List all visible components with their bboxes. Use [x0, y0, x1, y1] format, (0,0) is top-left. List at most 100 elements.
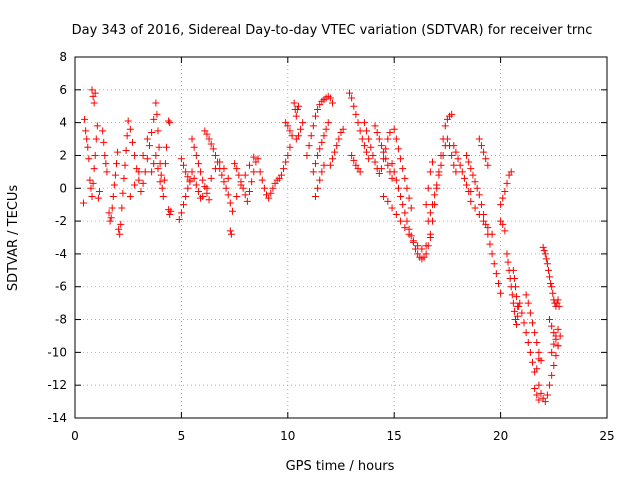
data-point — [540, 247, 548, 255]
data-point — [139, 179, 147, 187]
data-point — [397, 217, 405, 225]
data-point — [197, 168, 205, 176]
data-point — [547, 279, 555, 287]
data-point — [405, 230, 413, 238]
data-point — [245, 188, 253, 196]
data-point — [554, 296, 562, 304]
data-point — [490, 260, 498, 268]
data-point — [216, 158, 224, 166]
data-point — [91, 89, 99, 97]
data-point — [475, 135, 483, 143]
data-point — [531, 384, 539, 392]
data-point — [363, 148, 371, 156]
data-point — [220, 178, 228, 186]
data-point — [226, 227, 234, 235]
data-point — [422, 250, 430, 258]
data-point — [89, 179, 97, 187]
data-point — [477, 142, 485, 150]
data-point — [507, 168, 515, 176]
data-point — [311, 112, 319, 120]
data-point — [318, 168, 326, 176]
data-point — [82, 127, 90, 135]
data-point — [218, 171, 226, 179]
data-point — [394, 145, 402, 153]
data-point — [439, 151, 447, 159]
data-point — [497, 289, 505, 297]
data-point — [452, 168, 460, 176]
data-point — [116, 230, 124, 238]
data-point — [245, 161, 253, 169]
data-point — [339, 125, 347, 133]
data-point — [388, 204, 396, 212]
data-point — [137, 188, 145, 196]
data-point — [194, 160, 202, 168]
data-point — [307, 132, 315, 140]
data-point — [448, 110, 456, 118]
data-point — [526, 309, 534, 317]
data-point — [161, 160, 169, 168]
data-point — [83, 135, 91, 143]
data-point — [88, 86, 96, 94]
data-point — [192, 151, 200, 159]
grid-lines — [75, 57, 607, 418]
data-point — [473, 184, 481, 192]
data-point — [535, 396, 543, 404]
data-point — [494, 279, 502, 287]
data-point — [141, 168, 149, 176]
data-point — [441, 122, 449, 130]
data-point — [522, 291, 530, 299]
data-point — [399, 201, 407, 209]
data-point — [280, 165, 288, 173]
data-point — [148, 128, 156, 136]
data-point — [94, 194, 102, 202]
data-point — [188, 168, 196, 176]
data-point — [529, 319, 537, 327]
data-point — [167, 207, 175, 215]
data-point — [290, 99, 298, 107]
data-point — [533, 391, 541, 399]
data-point — [463, 151, 471, 159]
x-axis-label: GPS time / hours — [286, 459, 395, 474]
data-point — [401, 224, 409, 232]
data-point — [537, 389, 545, 397]
data-point — [422, 201, 430, 209]
data-point — [399, 165, 407, 173]
data-point — [458, 168, 466, 176]
data-point — [110, 181, 118, 189]
data-point — [119, 189, 127, 197]
data-point — [314, 184, 322, 192]
data-point — [248, 178, 256, 186]
data-point — [403, 184, 411, 192]
data-point — [382, 155, 390, 163]
data-point — [265, 194, 273, 202]
data-point — [509, 266, 517, 274]
data-series-sdtvar — [80, 86, 564, 406]
x-tick-label: 0 — [71, 429, 79, 443]
data-point — [409, 237, 417, 245]
data-point — [352, 110, 360, 118]
data-point — [471, 178, 479, 186]
data-point — [100, 138, 108, 146]
data-point — [154, 127, 162, 135]
data-point — [509, 299, 517, 307]
data-point — [228, 207, 236, 215]
y-tick-label: -6 — [55, 280, 67, 294]
data-point — [122, 147, 130, 155]
data-point — [293, 106, 301, 114]
data-point — [157, 171, 165, 179]
data-point — [292, 112, 300, 120]
data-point — [309, 122, 317, 130]
y-tick-label: -14 — [47, 411, 67, 425]
data-point — [299, 119, 307, 127]
data-point — [152, 99, 160, 107]
data-point — [401, 174, 409, 182]
data-point — [516, 299, 524, 307]
data-point — [256, 168, 264, 176]
data-point — [288, 132, 296, 140]
data-point — [548, 322, 556, 330]
data-point — [524, 299, 532, 307]
data-point — [424, 217, 432, 225]
data-point — [371, 158, 379, 166]
data-point — [414, 242, 422, 250]
data-point — [314, 151, 322, 159]
